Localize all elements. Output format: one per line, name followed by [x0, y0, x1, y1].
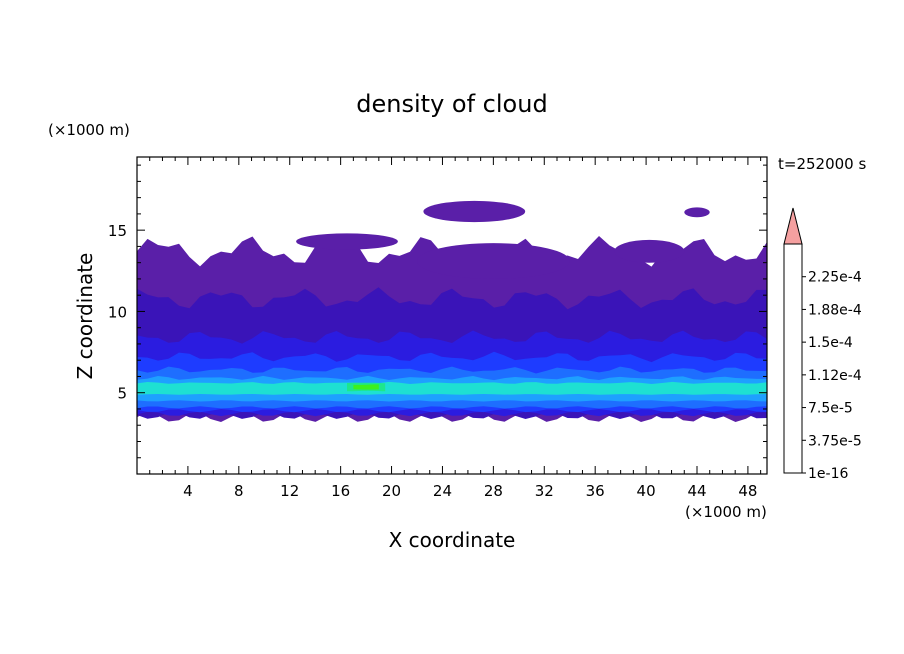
upper-cloud-patch-1 [423, 200, 526, 223]
x-tick-label: 12 [280, 482, 299, 500]
x-tick-label: 8 [234, 482, 244, 500]
x-unit-label: (×1000 m) [685, 503, 767, 521]
x-axis-label: X coordinate [389, 528, 516, 552]
colorbar-label: 3.75e-5 [808, 433, 862, 449]
y-tick-label: 5 [117, 385, 127, 403]
y-tick-label: 10 [108, 303, 127, 321]
chart-title: density of cloud [356, 90, 547, 118]
colorbar: 2.25e-4 1.88e-4 1.5e-4 1.12e-4 7.5e-5 3.75e-5… [783, 207, 862, 482]
x-tick-label: 36 [586, 482, 605, 500]
x-tick-label: 16 [331, 482, 350, 500]
contour-layer-6 [137, 381, 767, 395]
y-axis-label: Z coordinate [73, 253, 97, 380]
colorbar-frame [783, 243, 803, 474]
upper-cloud-patch-2 [684, 207, 710, 218]
x-tick-label: 40 [637, 482, 656, 500]
colorbar-overflow-arrow [783, 207, 803, 245]
x-axis: 4 8 12 16 20 24 28 32 36 40 44 48 [149, 157, 762, 500]
colorbar-label: 1.5e-4 [808, 335, 853, 351]
x-tick-label: 28 [484, 482, 503, 500]
contour-layer-8 [353, 384, 379, 390]
x-tick-label: 44 [687, 482, 706, 500]
y-axis: 5 10 15 [108, 164, 767, 459]
upper-cloud-patch-4 [614, 239, 685, 263]
colorbar-label: 1.88e-4 [808, 302, 862, 318]
colorbar-label: 7.5e-5 [808, 401, 853, 417]
x-tick-label: 48 [738, 482, 757, 500]
x-tick-label: 32 [535, 482, 554, 500]
colorbar-label: 1e-16 [808, 466, 848, 482]
y-unit-label: (×1000 m) [48, 121, 130, 139]
colorbar-label: 1.12e-4 [808, 368, 862, 384]
y-tick-label: 15 [108, 222, 127, 240]
plot-frame [136, 156, 768, 475]
x-tick-label: 24 [433, 482, 452, 500]
colorbar-label: 2.25e-4 [808, 270, 862, 286]
upper-cloud-patch-0 [296, 233, 398, 250]
x-tick-label: 20 [382, 482, 401, 500]
upper-cloud-patch-3 [417, 243, 570, 279]
x-tick-label: 4 [183, 482, 193, 500]
time-label: t=252000 s [778, 155, 866, 173]
contour-fills [137, 200, 767, 422]
